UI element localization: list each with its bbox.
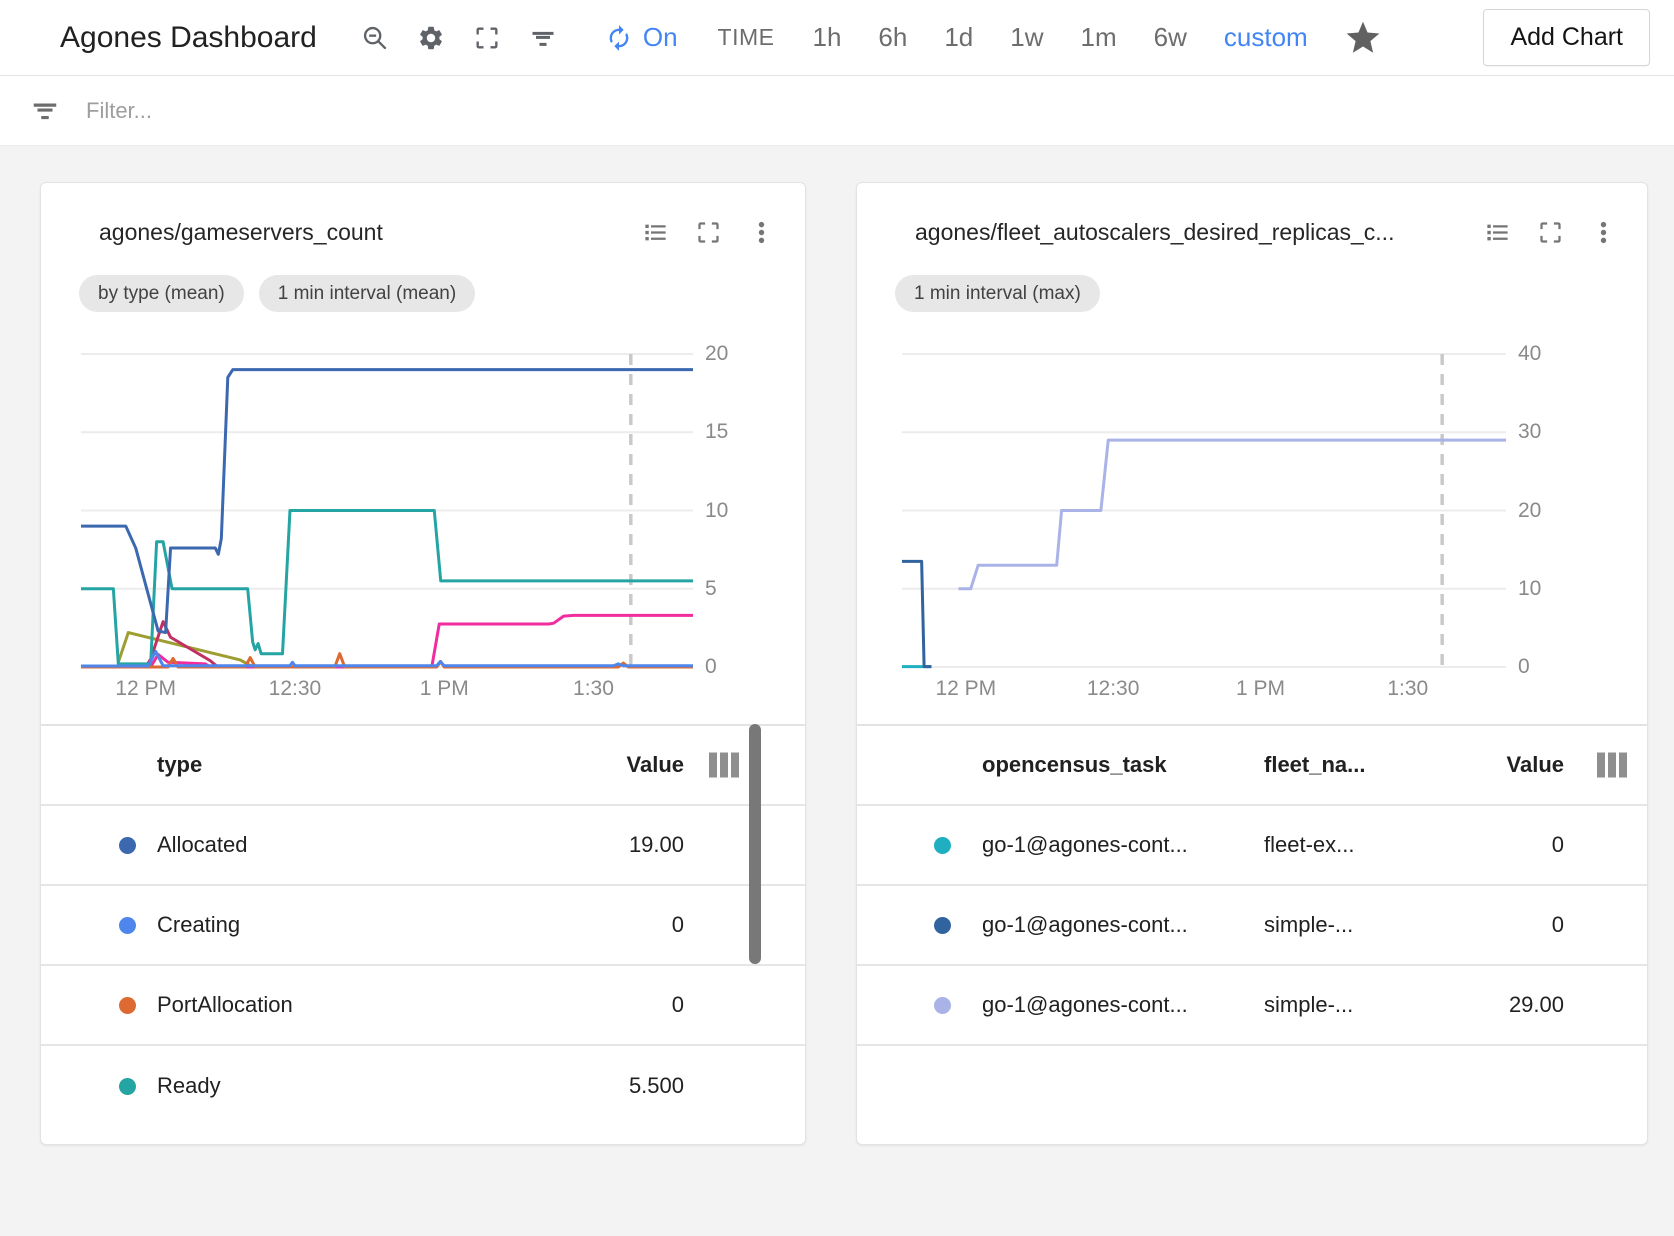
x-axis-labels: 12 PM 12:30 1 PM 1:30 xyxy=(935,677,1429,700)
legend-col-value[interactable]: Value xyxy=(626,752,684,777)
filter-icon xyxy=(30,96,60,126)
time-range-1m[interactable]: 1m xyxy=(1080,22,1117,52)
chart-card-fleet-autoscalers: agones/fleet_autoscalers_desired_replica… xyxy=(856,182,1648,1145)
legend-table: type Value Allocated 19.00 Creating 0 Po… xyxy=(41,724,805,1126)
legend-col-value[interactable]: Value xyxy=(1506,752,1564,777)
series-label: Allocated xyxy=(157,832,248,857)
series-label: PortAllocation xyxy=(157,992,293,1017)
y-axis-labels: 0 5 10 15 20 xyxy=(705,342,729,678)
series-label: Ready xyxy=(157,1073,221,1098)
legend-header-row: type Value xyxy=(41,724,805,806)
more-options-kebab-icon[interactable] xyxy=(1590,219,1617,246)
legend-row-simple-1[interactable]: go-1@agones-cont... simple-... 0 xyxy=(857,886,1647,966)
time-range-1w[interactable]: 1w xyxy=(1010,22,1044,52)
expand-chart-icon[interactable] xyxy=(1537,219,1564,246)
chart-card-gameservers-count: agones/gameservers_count by type (mean) … xyxy=(40,182,806,1145)
top-toolbar: Agones Dashboard On TIME 1h 6h 1d 1w xyxy=(0,0,1674,76)
plot-row: 12 PM 12:30 1 PM 1:30 0 5 10 15 20 xyxy=(41,342,805,712)
legend-row-creating[interactable]: Creating 0 xyxy=(41,886,805,966)
legend-row-ready[interactable]: Ready 5.500 xyxy=(41,1046,805,1126)
filter-input[interactable] xyxy=(86,97,1644,124)
legend-row-fleet-ex[interactable]: go-1@agones-cont... fleet-ex... 0 xyxy=(857,806,1647,886)
settings-gear-icon[interactable] xyxy=(417,24,445,52)
series-color-dot xyxy=(934,996,951,1014)
chip-row: by type (mean) 1 min interval (mean) xyxy=(41,251,805,312)
toolbar-icon-group xyxy=(361,24,557,52)
fullscreen-icon[interactable] xyxy=(473,24,501,52)
time-label: TIME xyxy=(717,24,775,50)
dashboard-canvas: agones/gameservers_count by type (mean) … xyxy=(0,146,1674,1145)
chart-title: agones/fleet_autoscalers_desired_replica… xyxy=(915,218,1395,245)
legend-row-simple-2[interactable]: go-1@agones-cont... simple-... 29.00 xyxy=(857,966,1647,1046)
chip-aligner[interactable]: 1 min interval (mean) xyxy=(258,275,476,312)
legend-row-allocated[interactable]: Allocated 19.00 xyxy=(41,806,805,886)
auto-refresh-toggle[interactable]: On xyxy=(605,22,678,53)
time-range-group: 1h 6h 1d 1w 1m 6w xyxy=(813,22,1187,53)
add-chart-button[interactable]: Add Chart xyxy=(1483,9,1650,66)
series-color-dot xyxy=(119,836,136,854)
chip-aligner[interactable]: 1 min interval (max) xyxy=(895,275,1100,312)
card-icon-group xyxy=(642,219,775,246)
legend-col-opencensus-task[interactable]: opencensus_task xyxy=(982,752,1167,777)
filter-bar xyxy=(0,76,1674,146)
legend-header-row: opencensus_task fleet_na... Value xyxy=(857,724,1647,806)
series-task: go-1@agones-cont... xyxy=(982,992,1188,1017)
favorite-star-icon[interactable] xyxy=(1344,19,1382,57)
series-color-dot xyxy=(934,916,951,934)
series-value: 0 xyxy=(1551,912,1564,937)
series-color-dot xyxy=(119,996,136,1014)
time-range-1h[interactable]: 1h xyxy=(812,22,842,52)
legend-col-fleet-name[interactable]: fleet_na... xyxy=(1264,752,1366,777)
legend-list-icon[interactable] xyxy=(1484,219,1511,246)
series-value: 29.00 xyxy=(1508,992,1564,1017)
refresh-state-label: On xyxy=(642,22,678,52)
expand-chart-icon[interactable] xyxy=(695,219,722,246)
series-value: 0 xyxy=(671,912,684,937)
line-chart-plot[interactable]: 12 PM 12:30 1 PM 1:30 xyxy=(81,353,693,700)
refresh-icon xyxy=(605,24,633,52)
series-value: 19.00 xyxy=(628,832,684,857)
chip-group-by[interactable]: by type (mean) xyxy=(79,275,244,312)
line-chart-plot[interactable]: 12 PM 12:30 1 PM 1:30 xyxy=(902,353,1506,700)
columns-icon[interactable] xyxy=(709,752,739,778)
series-value: 5.500 xyxy=(628,1073,684,1098)
legend-table: opencensus_task fleet_na... Value go-1@a… xyxy=(857,724,1647,1046)
x-axis-labels: 12 PM 12:30 1 PM 1:30 xyxy=(115,677,614,700)
chip-row: 1 min interval (max) xyxy=(857,251,1647,312)
series-fleet: simple-... xyxy=(1264,992,1354,1017)
time-range-6w[interactable]: 6w xyxy=(1153,22,1187,52)
legend-scrollbar[interactable] xyxy=(749,724,761,964)
series-fleet: simple-... xyxy=(1264,912,1354,937)
columns-icon[interactable] xyxy=(1597,752,1627,778)
chart-title: agones/gameservers_count xyxy=(99,218,383,245)
series-task: go-1@agones-cont... xyxy=(982,832,1188,857)
card-header: agones/gameservers_count xyxy=(41,183,805,251)
series-task: go-1@agones-cont... xyxy=(982,912,1188,937)
filter-list-icon[interactable] xyxy=(529,24,557,52)
y-axis-labels: 0 10 20 30 40 xyxy=(1518,342,1542,678)
series-fleet: fleet-ex... xyxy=(1264,832,1355,857)
series-value: 0 xyxy=(1551,832,1564,857)
search-icon[interactable] xyxy=(361,24,389,52)
time-range-1d[interactable]: 1d xyxy=(944,22,974,52)
legend-row-portallocation[interactable]: PortAllocation 0 xyxy=(41,966,805,1046)
series-value: 0 xyxy=(671,992,684,1017)
card-icon-group xyxy=(1484,219,1617,246)
legend-col-type[interactable]: type xyxy=(157,752,203,777)
series-color-dot xyxy=(934,836,951,854)
series-color-dot xyxy=(119,1077,136,1095)
legend-list-icon[interactable] xyxy=(642,219,669,246)
card-header: agones/fleet_autoscalers_desired_replica… xyxy=(857,183,1647,251)
more-options-kebab-icon[interactable] xyxy=(748,219,775,246)
time-range-custom[interactable]: custom xyxy=(1223,22,1308,52)
dashboard-title: Agones Dashboard xyxy=(60,20,317,54)
time-range-6h[interactable]: 6h xyxy=(878,22,908,52)
series-label: Creating xyxy=(157,912,241,937)
plot-row: 12 PM 12:30 1 PM 1:30 0 10 20 30 40 xyxy=(857,342,1647,712)
series-color-dot xyxy=(119,916,136,934)
